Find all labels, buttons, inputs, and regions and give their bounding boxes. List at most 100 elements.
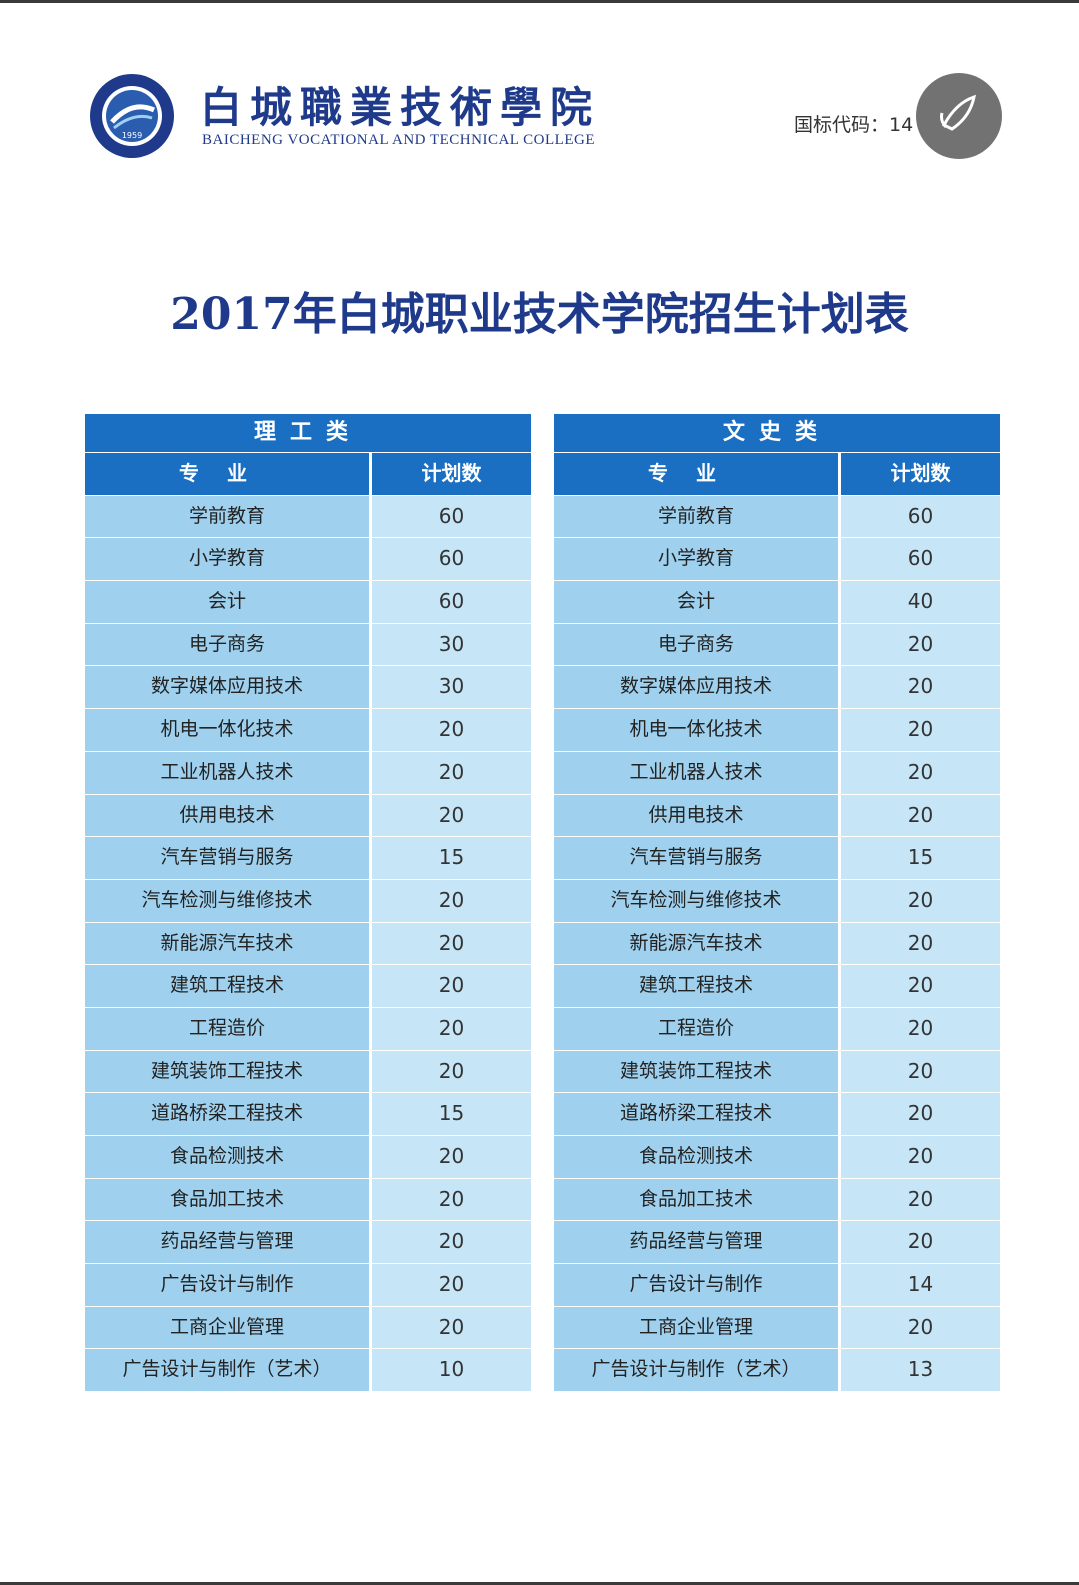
table-row: 学前教育 60: [85, 494, 531, 538]
table-row: 工程造价 20: [85, 1006, 531, 1050]
count-cell: 20: [841, 751, 1000, 794]
table-row: 小学教育 60: [554, 537, 1000, 581]
major-cell: 数字媒体应用技术: [554, 666, 841, 709]
table-row: 新能源汽车技术 20: [85, 921, 531, 965]
major-cell: 广告设计与制作: [85, 1264, 372, 1306]
table-row: 广告设计与制作（艺术） 13: [554, 1348, 1000, 1392]
table-row: 电子商务 20: [554, 622, 1000, 666]
top-border: [0, 0, 1079, 3]
table-row: 工业机器人技术 20: [554, 750, 1000, 794]
major-cell: 食品加工技术: [554, 1178, 841, 1221]
count-cell: 60: [841, 538, 1000, 581]
count-cell: 20: [372, 794, 531, 837]
college-name-cn: 白城職業技術學院: [200, 83, 601, 132]
count-cell: 20: [841, 1093, 1000, 1135]
college-logo: 1959: [90, 74, 174, 158]
table-row: 食品检测技术 20: [554, 1135, 1000, 1178]
count-cell: 20: [841, 794, 1000, 837]
table-row: 工商企业管理 20: [554, 1305, 1000, 1349]
major-cell: 工商企业管理: [85, 1306, 372, 1349]
count-cell: 15: [372, 837, 531, 879]
count-cell: 30: [372, 666, 531, 709]
table-row: 道路桥梁工程技术 20: [554, 1092, 1000, 1135]
major-cell: 建筑工程技术: [85, 965, 372, 1007]
major-cell: 新能源汽车技术: [85, 922, 372, 965]
table-row: 食品加工技术 20: [85, 1177, 531, 1221]
count-cell: 10: [372, 1349, 531, 1392]
count-cell: 20: [372, 709, 531, 751]
major-cell: 药品经营与管理: [554, 1221, 841, 1264]
major-cell: 小学教育: [554, 538, 841, 581]
count-cell: 60: [372, 538, 531, 581]
count-cell: 20: [372, 1178, 531, 1221]
count-cell: 20: [372, 751, 531, 794]
table-row: 会计 60: [85, 580, 531, 623]
table-row: 药品经营与管理 20: [554, 1220, 1000, 1264]
count-cell: 60: [841, 495, 1000, 538]
bottom-border: [0, 1582, 1079, 1585]
table-row: 汽车营销与服务 15: [85, 836, 531, 879]
count-cell: 15: [372, 1093, 531, 1135]
table-row: 建筑装饰工程技术 20: [554, 1049, 1000, 1093]
humanities-table: 文史类 专业 计划数 学前教育 60 小学教育 60 会计 40 电子商务 20 数字媒体应用技…: [554, 414, 1000, 1392]
table-row: 道路桥梁工程技术 15: [85, 1092, 531, 1135]
major-cell: 供用电技术: [85, 794, 372, 837]
count-cell: 20: [841, 623, 1000, 666]
table-row: 机电一体化技术 20: [85, 708, 531, 751]
major-cell: 道路桥梁工程技术: [85, 1093, 372, 1135]
count-cell: 20: [372, 1007, 531, 1050]
count-cell: 14: [841, 1264, 1000, 1306]
college-header: 1959 白城職業技術學院 BAICHENG VOCATIONAL AND TE…: [88, 70, 1048, 160]
table-row: 建筑装饰工程技术 20: [85, 1049, 531, 1093]
major-cell: 食品加工技术: [85, 1178, 372, 1221]
science-table: 理工类 专业 计划数 学前教育 60 小学教育 60 会计 60 电子商务 30 数字媒体应用技…: [85, 414, 531, 1392]
major-cell: 学前教育: [85, 495, 372, 538]
table-row: 汽车检测与维修技术 20: [85, 878, 531, 922]
count-cell: 60: [372, 495, 531, 538]
science-header-row: 专业 计划数: [85, 452, 531, 495]
major-cell: 机电一体化技术: [85, 709, 372, 751]
count-cell: 30: [372, 623, 531, 666]
count-cell: 20: [841, 1050, 1000, 1093]
count-cell: 20: [372, 1050, 531, 1093]
table-row: 会计 40: [554, 580, 1000, 623]
major-cell: 电子商务: [554, 623, 841, 666]
count-cell: 20: [841, 965, 1000, 1007]
count-cell: 20: [841, 709, 1000, 751]
count-cell: 15: [841, 837, 1000, 879]
table-row: 食品加工技术 20: [554, 1177, 1000, 1221]
col-header-count: 计划数: [890, 461, 951, 485]
table-row: 数字媒体应用技术 20: [554, 665, 1000, 709]
major-cell: 广告设计与制作（艺术）: [554, 1349, 841, 1392]
table-row: 供用电技术 20: [85, 793, 531, 837]
table-row: 广告设计与制作 20: [85, 1263, 531, 1306]
table-row: 学前教育 60: [554, 494, 1000, 538]
major-cell: 小学教育: [85, 538, 372, 581]
major-cell: 供用电技术: [554, 794, 841, 837]
major-cell: 会计: [85, 581, 372, 623]
major-cell: 数字媒体应用技术: [85, 666, 372, 709]
major-cell: 电子商务: [85, 623, 372, 666]
major-cell: 汽车营销与服务: [85, 837, 372, 879]
table-row: 新能源汽车技术 20: [554, 921, 1000, 965]
floating-action-button[interactable]: [916, 73, 1002, 159]
humanities-table-title: 文史类: [554, 414, 1000, 452]
table-row: 建筑工程技术 20: [85, 964, 531, 1007]
major-cell: 会计: [554, 581, 841, 623]
leaf-icon: [940, 94, 976, 131]
col-header-count: 计划数: [421, 461, 482, 485]
table-row: 数字媒体应用技术 30: [85, 665, 531, 709]
table-row: 供用电技术 20: [554, 793, 1000, 837]
col-header-major: 专业: [85, 453, 372, 495]
table-row: 药品经营与管理 20: [85, 1220, 531, 1264]
major-cell: 汽车营销与服务: [554, 837, 841, 879]
count-cell: 20: [841, 666, 1000, 709]
major-cell: 药品经营与管理: [85, 1221, 372, 1264]
count-cell: 13: [841, 1349, 1000, 1392]
major-cell: 工程造价: [554, 1007, 841, 1050]
college-name-en: BAICHENG VOCATIONAL AND TECHNICAL COLLEG…: [202, 132, 595, 148]
major-cell: 工程造价: [85, 1007, 372, 1050]
table-row: 汽车营销与服务 15: [554, 836, 1000, 879]
table-row: 机电一体化技术 20: [554, 708, 1000, 751]
count-cell: 20: [841, 1178, 1000, 1221]
